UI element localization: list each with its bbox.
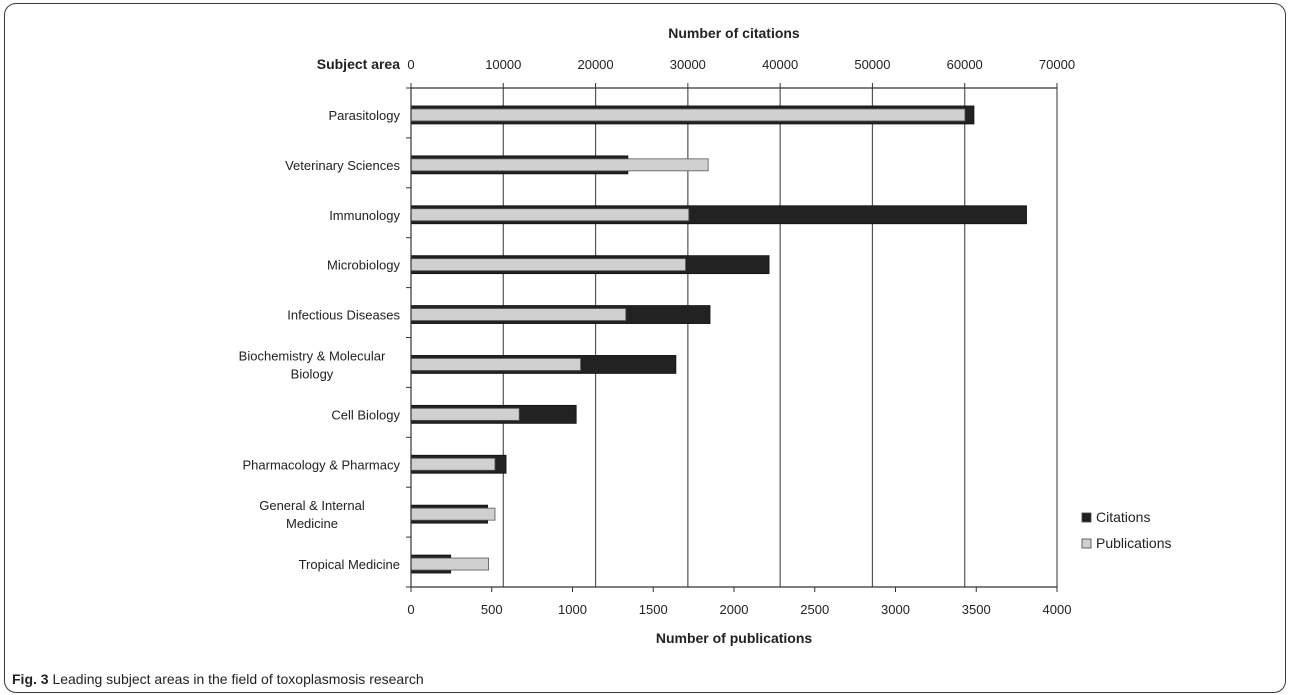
bottom-axis-tick-label: 1500 [639,602,668,617]
publication-bar [410,358,581,371]
category-label: General & Internal Medicine [259,498,365,531]
bottom-axis-tick-label: 3500 [962,602,991,617]
top-axis-tick-label: 50000 [854,57,890,72]
category-label: Biochemistry & Molecular Biology [239,348,386,381]
top-axis-tick-label: 60000 [947,57,983,72]
figure-frame [4,3,1286,693]
figure-label: Fig. 3 [12,671,49,687]
bottom-axis-tick-label: 2500 [800,602,829,617]
category-label: Immunology [329,208,400,223]
category-label: Infectious Diseases [287,308,400,323]
publication-bar [410,208,690,222]
top-axis-title: Number of citations [668,25,800,41]
legend-label: Publications [1096,535,1172,551]
legend-label: Citations [1096,509,1150,525]
top-axis-tick-label: 40000 [762,57,798,72]
bottom-axis-tick-label: 1000 [558,602,587,617]
publication-bar [410,457,496,471]
top-axis-tick-label: 70000 [1039,57,1075,72]
bottom-axis-tick-label: 500 [481,602,503,617]
figure-caption-text: Leading subject areas in the field of to… [52,671,424,687]
category-label: Veterinary Sciences [285,158,400,173]
publication-bar [410,308,627,321]
top-axis-tick-label: 0 [407,57,414,72]
bottom-axis-title: Number of publications [656,630,813,646]
figure-caption: Fig. 3 Leading subject areas in the fiel… [12,671,424,687]
publication-bar [410,557,489,571]
legend-swatch [1081,512,1092,523]
labels: 0 10000 20000 30000 40000 50000 60000 70000 0 500… [239,25,1075,646]
publication-bar [410,158,709,172]
top-axis-tick-label: 20000 [577,57,613,72]
top-axis-tick-label: 30000 [670,57,706,72]
category-label: Microbiology [327,258,400,273]
category-label: Parasitology [328,108,400,123]
bottom-axis-tick-label: 2000 [720,602,749,617]
bottom-axis-tick-label: 4000 [1043,602,1072,617]
legend: Citations Publications [1081,509,1172,551]
legend-swatch [1081,538,1092,549]
publication-bar [410,258,686,272]
publication-bar [410,407,520,421]
category-label: Tropical Medicine [299,557,400,572]
bars [410,105,1027,574]
category-axis-title: Subject area [317,56,400,72]
publication-bar [410,108,966,122]
bottom-axis-tick-label: 0 [407,602,414,617]
category-label: Pharmacology & Pharmacy [242,457,400,472]
bottom-axis-tick-label: 3000 [881,602,910,617]
top-axis-tick-label: 10000 [485,57,521,72]
category-label: Cell Biology [331,407,400,422]
axes [406,83,1058,592]
publication-bar [410,507,496,521]
